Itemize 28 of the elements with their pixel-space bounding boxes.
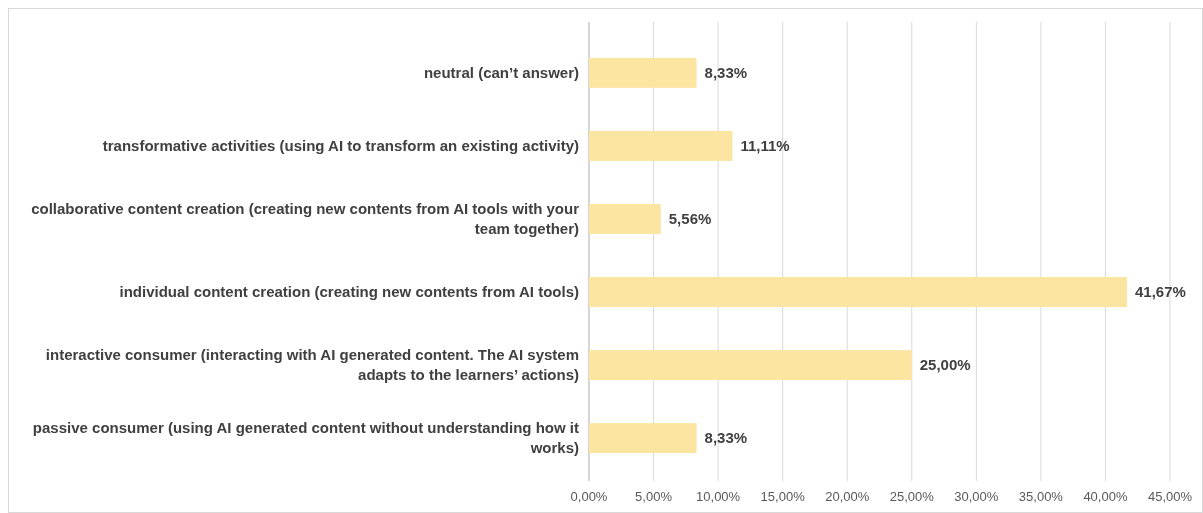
y-tick-label: neutral (can’t answer) xyxy=(423,64,579,82)
x-tick-label: 0,00% xyxy=(570,489,608,504)
x-tick-label: 40,00% xyxy=(1083,489,1128,504)
bar xyxy=(589,423,697,454)
y-tick-label: passive consumer (using AI generated content without understanding how it works) xyxy=(32,419,579,457)
bar xyxy=(589,350,912,381)
data-label: 11,11% xyxy=(740,137,790,155)
y-tick-label: collaborative content creation (creating new contents from AI tools with your team together) xyxy=(31,200,580,238)
y-tick-label: transformative activities (using AI to transform an existing activity) xyxy=(102,137,579,155)
bar xyxy=(589,277,1128,307)
data-label: 41,67% xyxy=(1135,283,1186,301)
data-label: 25,00% xyxy=(919,356,971,374)
bar xyxy=(589,57,697,88)
x-tick-label: 15,00% xyxy=(760,489,806,504)
y-tick-label: interactive consumer (interacting with AI generated content. The AI system adapts to the learners’ actions) xyxy=(45,346,579,384)
x-tick-label: 35,00% xyxy=(1018,489,1064,504)
bar xyxy=(589,130,733,161)
x-tick-label: 5,00% xyxy=(635,489,673,504)
x-tick-label: 30,00% xyxy=(954,489,999,504)
bar xyxy=(589,204,661,234)
data-label: 8,33% xyxy=(704,64,748,82)
x-tick-label: 20,00% xyxy=(825,489,870,504)
x-tick-label: 45,00% xyxy=(1147,489,1193,504)
x-tick-label: 25,00% xyxy=(889,489,935,504)
x-tick-label: 10,00% xyxy=(696,489,741,504)
y-tick-label: individual content creation (creating new contents from AI tools) xyxy=(119,283,579,301)
data-label: 8,33% xyxy=(704,429,748,447)
data-label: 5,56% xyxy=(668,210,712,228)
